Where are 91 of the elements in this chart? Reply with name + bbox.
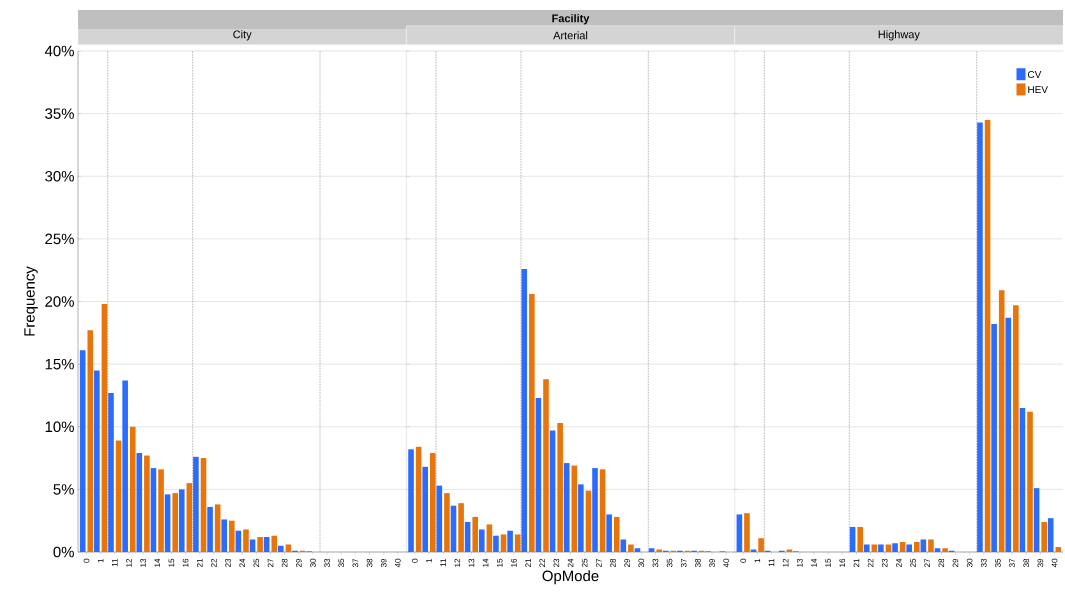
bar: [422, 466, 428, 552]
bar: [278, 545, 284, 552]
y-tick-label: 5%: [53, 484, 74, 495]
bar: [934, 548, 941, 552]
bar: [942, 548, 948, 552]
y-tick-label: 30%: [45, 170, 74, 182]
bar: [429, 453, 436, 552]
bar: [271, 535, 278, 552]
bar: [500, 534, 507, 552]
bar: [207, 506, 213, 552]
bar: [229, 520, 235, 552]
bar: [613, 516, 620, 552]
y-tick-label: 10%: [45, 421, 74, 433]
bar: [514, 534, 521, 552]
bar: [744, 513, 750, 552]
chart-title: City: [233, 30, 252, 41]
bar: [620, 539, 627, 552]
bar: [221, 519, 228, 552]
bar: [656, 549, 663, 552]
bar: [1027, 411, 1033, 552]
bar: [543, 379, 549, 552]
bar: [913, 541, 920, 552]
legend-label: HEV: [1028, 86, 1048, 94]
bar: [285, 544, 292, 552]
bar: [592, 468, 598, 552]
text: Facility: [552, 14, 590, 25]
bar: [1047, 518, 1054, 552]
y-tick-label: 20%: [45, 296, 74, 307]
bar: [863, 544, 870, 552]
bar: [977, 122, 983, 552]
bar: [486, 524, 493, 552]
bar: [571, 465, 578, 552]
bar: [243, 529, 249, 552]
bar: [928, 539, 934, 552]
bar: [521, 268, 528, 552]
y-tick-label: 40%: [44, 45, 74, 57]
bar: [1041, 521, 1047, 552]
bar: [599, 469, 606, 552]
bar: [529, 293, 535, 552]
bar: [750, 549, 757, 552]
bar: [178, 489, 185, 552]
bar: [906, 544, 912, 552]
bar: [249, 539, 256, 552]
bar: [606, 514, 612, 552]
bar: [871, 544, 878, 552]
bar: [94, 370, 100, 552]
bar: [991, 324, 997, 552]
bar: [444, 493, 450, 552]
bar: [164, 494, 171, 552]
bar: [472, 516, 479, 552]
bar: [786, 549, 793, 552]
bar: [87, 330, 94, 552]
y-axis-title: Frequency: [24, 266, 38, 336]
bar: [878, 544, 884, 552]
chart-title: Arterial: [553, 31, 588, 40]
y-tick-label: 0%: [53, 546, 74, 558]
x-axis-title: OpMode: [542, 570, 599, 585]
bar: [408, 449, 414, 552]
bar: [1005, 317, 1012, 552]
bar: [507, 530, 513, 552]
bar: [920, 539, 927, 552]
bar: [736, 514, 743, 552]
chart-title: Highway: [878, 30, 920, 41]
bar: [129, 426, 136, 552]
bar: [634, 548, 641, 552]
bar: [578, 484, 584, 552]
y-tick-label: 35%: [45, 108, 74, 119]
bar: [557, 422, 563, 552]
bar: [158, 469, 164, 552]
bar: [648, 548, 655, 552]
bar: [628, 544, 634, 552]
bar: [193, 456, 199, 552]
bar: [857, 526, 863, 552]
legend-label: CV: [1028, 71, 1042, 79]
bar: [885, 544, 892, 552]
bar: [458, 503, 464, 552]
bar: [108, 392, 114, 552]
bar: [122, 380, 128, 552]
y-tick-label: 15%: [45, 358, 74, 370]
bar: [493, 535, 499, 552]
bar: [257, 536, 263, 552]
bar: [1013, 305, 1019, 552]
bar: [998, 290, 1005, 552]
y-tick-label: 25%: [45, 233, 74, 245]
bar: [214, 504, 221, 552]
bar: [172, 493, 178, 552]
bar: [758, 538, 764, 552]
bar: [144, 455, 150, 552]
bar: [563, 463, 570, 552]
bar: [478, 529, 485, 552]
bar: [892, 543, 898, 552]
